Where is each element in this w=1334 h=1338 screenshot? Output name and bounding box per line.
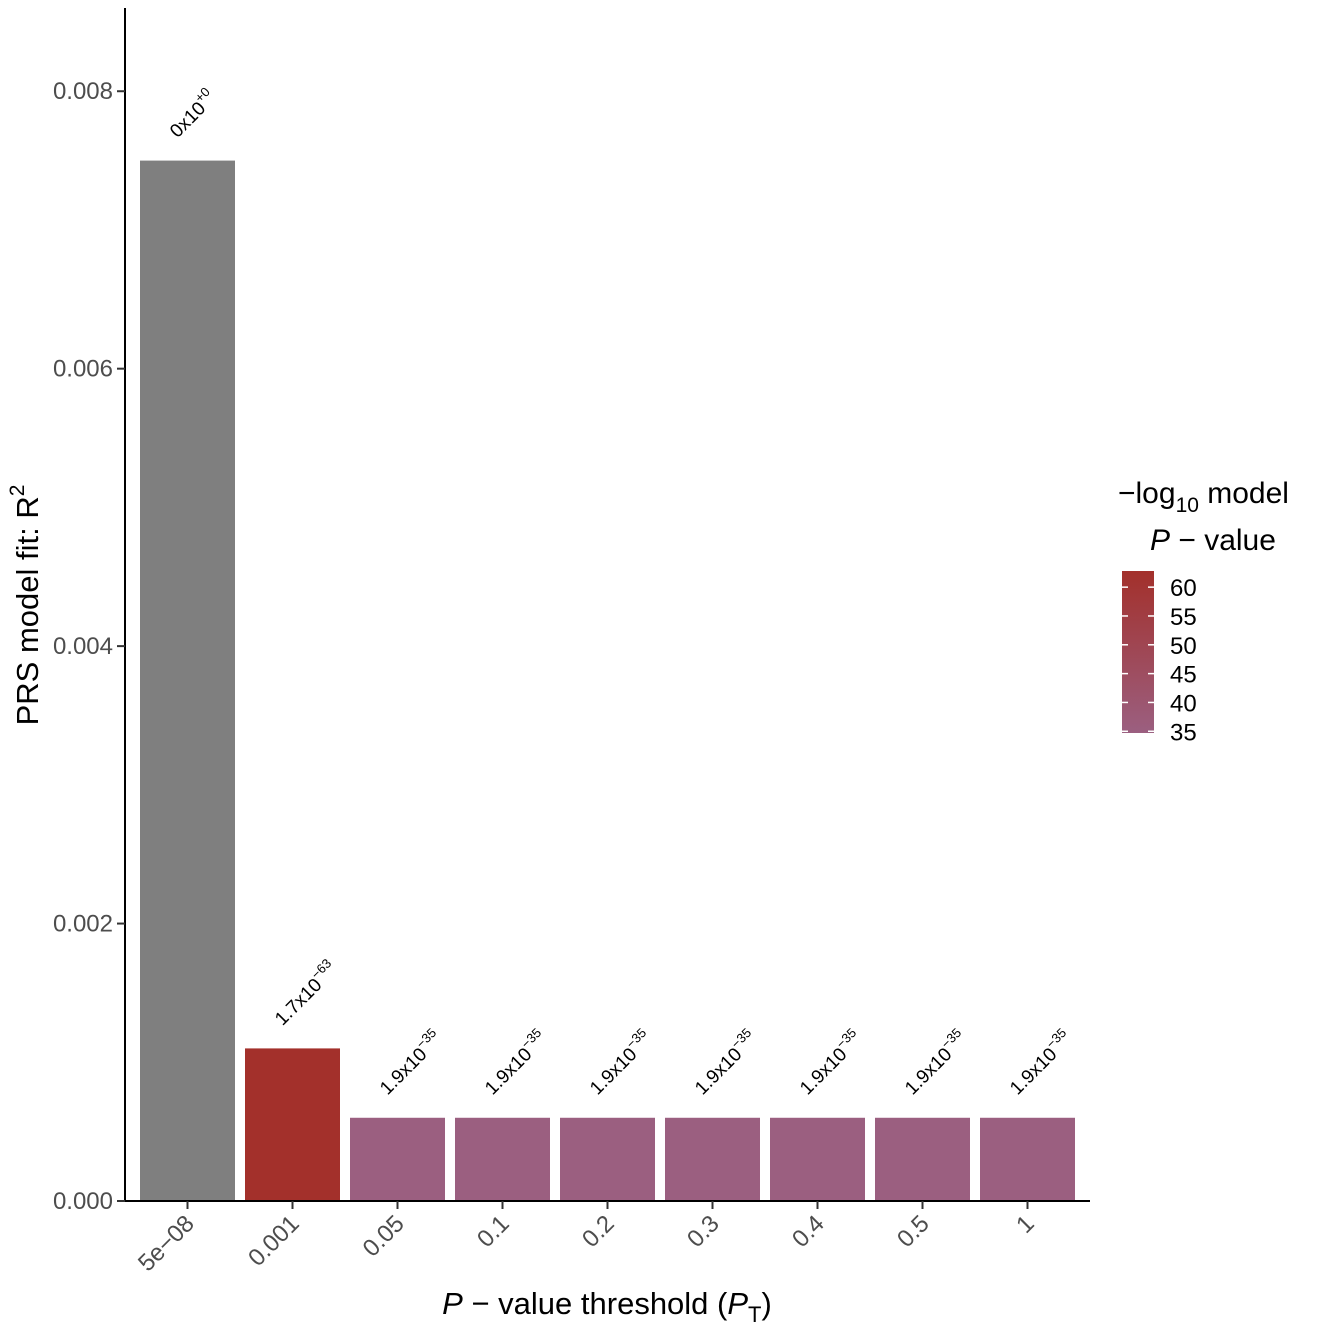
bar-pvalue-label: 1.9x10−35 [373,1025,447,1099]
x-tick-label: 5e−08 [133,1210,200,1277]
bar [140,160,235,1201]
legend-tick-label: 35 [1170,719,1197,746]
legend-tick-label: 50 [1170,633,1197,660]
plot-area: 0x10+0 1.7x10−63 1.9x10−35 1.9x10−35 1.9x10−… [140,84,1077,1201]
legend-title-line2: P − value [1150,524,1276,557]
bar [770,1117,865,1201]
legend-tick-label: 55 [1170,604,1197,631]
bar [455,1117,550,1201]
x-tick-label: 0.2 [577,1210,620,1253]
legend-tick-label: 40 [1170,690,1197,717]
y-tick-label: 0.002 [53,911,113,938]
bar-pvalue-label: 1.9x10−35 [478,1025,552,1099]
legend-colorbar [1122,571,1154,733]
y-tick-label: 0.004 [53,633,113,660]
x-tick-label: 0.05 [358,1210,410,1262]
x-tick-label: 0.4 [787,1210,830,1253]
y-tick-label: 0.008 [53,78,113,105]
legend-tick-label: 45 [1170,662,1197,689]
bar-pvalue-label: 1.7x10−63 [268,956,342,1030]
legend-title-line1: −log10 model [1118,477,1289,517]
bar [875,1117,970,1201]
x-tick-label: 0.1 [472,1210,515,1253]
x-tick-label: 0.5 [892,1210,935,1253]
y-tick-label: 0.006 [53,356,113,383]
y-axis-title: PRS model fit: R2 [6,485,45,726]
bar-pvalue-label: 0x10+0 [163,84,221,142]
x-tick-label: 1 [1011,1210,1040,1239]
bar-pvalue-label: 1.9x10−35 [898,1025,972,1099]
x-tick-label: 0.001 [243,1210,305,1272]
bar [560,1117,655,1201]
y-tick-label: 0.000 [53,1188,113,1215]
bar [980,1117,1075,1201]
legend-tick-label: 60 [1170,575,1197,602]
x-tick-label: 0.3 [682,1210,725,1253]
bar-pvalue-label: 1.9x10−35 [793,1025,867,1099]
bar [350,1117,445,1201]
bar-pvalue-label: 1.9x10−35 [1003,1025,1077,1099]
bar [245,1048,340,1201]
x-axis-title: P − value threshold (PT) [442,1286,772,1327]
bar-pvalue-label: 1.9x10−35 [583,1025,657,1099]
bar [665,1117,760,1201]
bar-pvalue-label: 1.9x10−35 [688,1025,762,1099]
